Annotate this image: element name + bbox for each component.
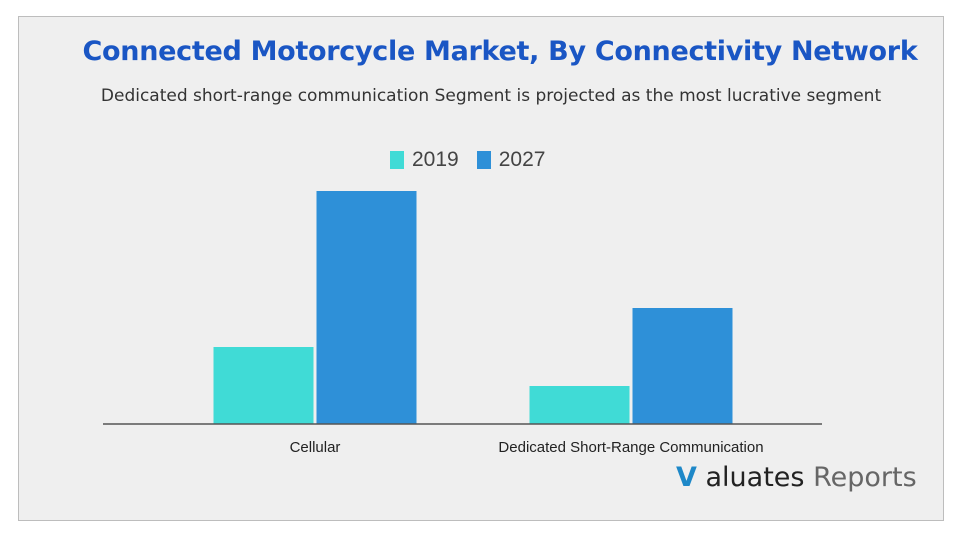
legend-swatch-2027 xyxy=(476,151,491,169)
chart-subtitle: Dedicated short-range communication Segm… xyxy=(100,86,882,106)
x-tick-label: Dedicated Short-Range Communication xyxy=(498,439,763,456)
legend-label-2019: 2019 xyxy=(412,148,459,171)
bar-2027-dedicated-short-range-communication xyxy=(632,308,733,424)
legend-item-2027: 2027 xyxy=(476,148,546,172)
x-tick-label: Cellular xyxy=(290,439,341,456)
chart-frame xyxy=(18,16,944,521)
bar-2019-dedicated-short-range-communication xyxy=(529,386,630,424)
valuates-reports-logo: V aluates Reports xyxy=(676,462,917,493)
legend: 2019 2027 xyxy=(390,148,545,172)
bar-2027-cellular xyxy=(316,191,417,424)
chart-title: Connected Motorcycle Market, By Connecti… xyxy=(82,36,918,67)
legend-swatch-2019 xyxy=(390,151,404,169)
bar-2019-cellular xyxy=(213,347,314,424)
legend-item-2019: 2019 xyxy=(390,148,459,172)
legend-label-2027: 2027 xyxy=(498,148,546,171)
